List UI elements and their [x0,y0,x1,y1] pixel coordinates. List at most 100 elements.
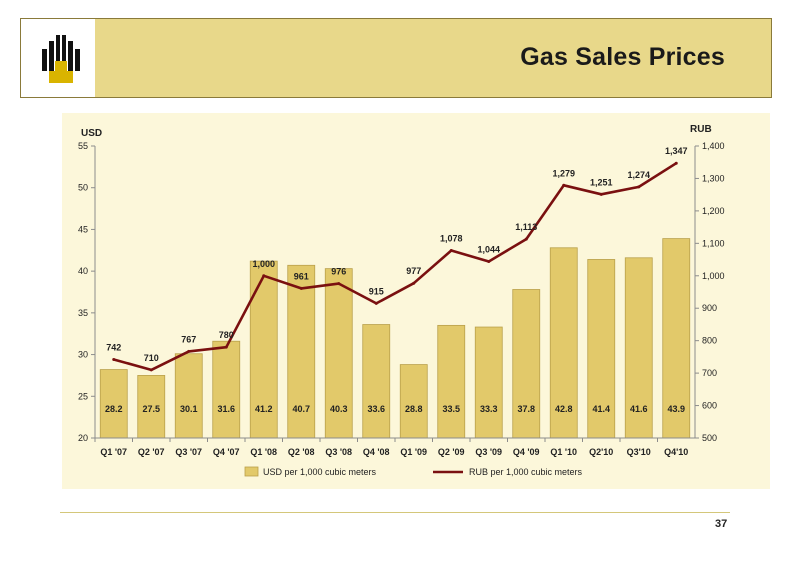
bar-data-label: 41.6 [630,404,648,414]
y-left-tick-label: 55 [78,141,88,151]
y-right-axis-title: RUB [690,124,712,135]
rub-line-point [112,357,116,361]
slide-header: Gas Sales Prices [20,18,772,98]
bar [99,369,128,439]
line-data-label: 1,078 [440,233,463,243]
y-left-tick-label: 20 [78,433,88,443]
y-right-tick-label: 1,400 [702,141,725,151]
y-left-tick-label: 25 [78,391,88,401]
line-data-label: 1,347 [665,146,688,156]
rub-line-point [374,301,378,305]
rub-line-point [562,183,566,187]
y-right-tick-label: 800 [702,336,717,346]
x-tick-label: Q4 '08 [363,447,390,457]
gas-prices-chart: 20 25 30 35 40 45 50 55 500 600 700 800 900 1,000 1,10… [78,124,725,477]
line-data-label: 780 [219,330,234,340]
bar [249,260,278,439]
rub-line-point [487,260,491,264]
x-tick-label: Q1 '07 [100,447,127,457]
x-tick-label: Q3'10 [627,447,651,457]
line-data-label: 1,279 [552,168,575,178]
footer-divider [60,512,730,513]
bar-data-label: 31.6 [217,404,235,414]
rub-line-point [674,161,678,165]
bar [212,340,241,439]
bar [587,259,616,439]
y-right-tick-label: 1,100 [702,238,725,248]
x-tick-label: Q1 '08 [250,447,277,457]
line-data-label: 1,000 [252,259,275,269]
y-left-tick-label: 30 [78,350,88,360]
line-data-label: 1,113 [515,222,537,232]
line-data-label: 1,274 [627,170,650,180]
bar-data-label: 43.9 [667,404,685,414]
bar [549,247,578,439]
bar-data-label: 42.8 [555,404,573,414]
rub-line-point [224,345,228,349]
bar [399,364,428,439]
x-tick-label: Q4'10 [664,447,688,457]
line-data-label: 710 [144,353,159,363]
y-left-axis-title: USD [81,128,102,139]
bar [362,324,391,439]
y-right-tick-label: 500 [702,433,717,443]
x-tick-label: Q3 '09 [475,447,502,457]
bar-data-label: 40.7 [292,404,310,414]
y-right-tick-label: 1,000 [702,271,725,281]
legend-line-label: RUB per 1,000 cubic meters [469,467,583,477]
bar [474,326,503,439]
rub-line-point [449,248,453,252]
bar-data-label: 33.3 [480,404,498,414]
bar-data-label: 28.2 [105,404,123,414]
y-left-tick-label: 35 [78,308,88,318]
y-right-tick-label: 600 [702,401,717,411]
legend-bar-swatch [244,466,259,477]
x-tick-label: Q2 '08 [288,447,315,457]
y-left-tick-label: 45 [78,224,88,234]
line-data-label: 1,251 [590,177,613,187]
x-tick-label: Q4 '09 [513,447,540,457]
line-data-label: 915 [369,286,384,296]
y-right-tick-label: 700 [702,368,717,378]
x-tick-label: Q2 '07 [138,447,165,457]
bar [512,289,541,439]
bar-data-label: 33.5 [442,404,460,414]
x-tick-label: Q1 '10 [550,447,577,457]
bar-data-label: 30.1 [180,404,198,414]
rub-line [113,162,677,372]
rub-line-point [149,368,153,372]
bar [624,257,653,439]
line-data-label: 961 [294,271,309,281]
x-tick-label: Q3 '08 [325,447,352,457]
y-right-tick-label: 900 [702,303,717,313]
bar [174,353,203,439]
y-left-tick-label: 50 [78,183,88,193]
rub-line-point [299,286,303,290]
bar [324,268,353,439]
bar-data-label: 40.3 [330,404,348,414]
company-logo-icon [42,35,80,83]
rub-line-point [262,274,266,278]
rub-line-point [524,237,528,241]
rub-line-point [637,185,641,189]
y-right-tick-label: 1,300 [702,173,725,183]
y-right-tick-label: 1,200 [702,206,725,216]
page-number: 37 [715,518,728,530]
bar [287,264,316,439]
x-tick-label: Q2 '09 [438,447,465,457]
line-data-label: 977 [406,266,421,276]
bar-data-label: 33.6 [367,404,385,414]
line-data-label: 1,044 [477,245,500,255]
bar-data-label: 28.8 [405,404,423,414]
header-band [95,19,771,97]
chart-panel: 20 25 30 35 40 45 50 55 500 600 700 800 900 1,000 1,10… [62,113,770,489]
rub-line-point [412,281,416,285]
bar-data-label: 41.2 [255,404,273,414]
rub-line-point [599,192,603,196]
rub-line-point [187,349,191,353]
x-tick-label: Q1 '09 [400,447,427,457]
bar-data-label: 37.8 [517,404,535,414]
legend-bar-label: USD per 1,000 cubic meters [263,467,377,477]
page-title: Gas Sales Prices [520,43,725,71]
line-data-label: 742 [106,342,121,352]
